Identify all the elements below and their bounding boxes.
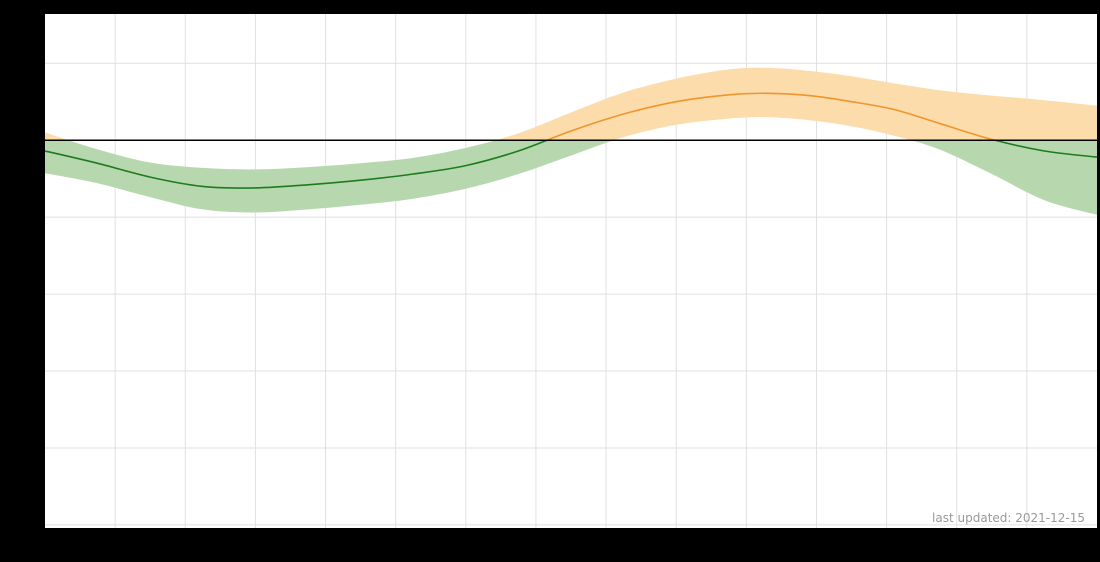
last-updated-label: last updated: 2021-12-15 [932,511,1085,525]
chart-canvas [45,14,1097,528]
plot-area: last updated: 2021-12-15 [45,14,1097,528]
